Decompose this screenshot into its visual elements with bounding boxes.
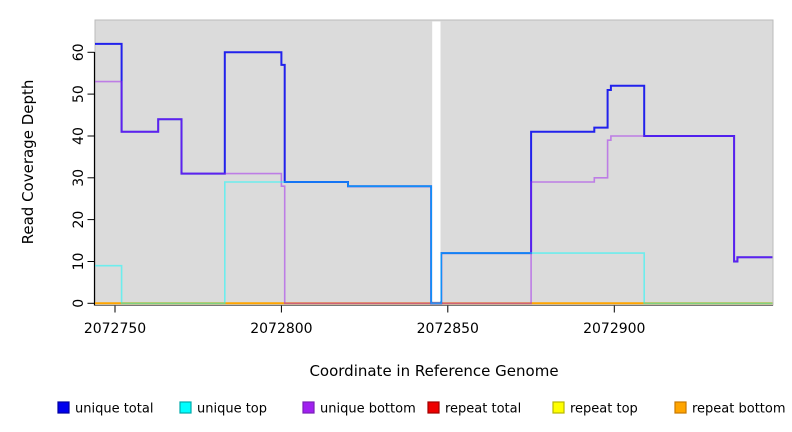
y-axis-ticks: 0 10 20 30 40 50 60 xyxy=(71,43,95,308)
legend-label-unique-top: unique top xyxy=(197,402,267,417)
legend-label-repeat-total: repeat total xyxy=(445,402,521,417)
y-tick-label: 50 xyxy=(71,85,87,103)
legend-label-repeat-bottom: repeat bottom xyxy=(692,402,786,417)
x-axis-title: Coordinate in Reference Genome xyxy=(309,362,558,380)
y-tick-label: 10 xyxy=(71,253,87,271)
y-tick-label: 0 xyxy=(71,299,87,308)
legend: unique total unique top unique bottom repea… xyxy=(57,401,786,417)
series-unique-top xyxy=(95,181,773,305)
legend-swatch-unique-total xyxy=(57,401,70,414)
series-unique-bottom xyxy=(95,80,773,305)
x-tick-label: 2072900 xyxy=(583,321,645,337)
x-tick-label: 2072850 xyxy=(417,321,479,337)
legend-label-repeat-top: repeat top xyxy=(570,402,638,417)
x-tick-label: 2072750 xyxy=(84,321,146,337)
masked-region-group xyxy=(432,21,441,302)
legend-swatch-repeat-total xyxy=(427,401,440,414)
legend-swatch-repeat-top xyxy=(552,401,565,414)
x-tick-label: 2072800 xyxy=(250,321,312,337)
y-tick-label: 20 xyxy=(71,211,87,229)
y-tick-label: 30 xyxy=(71,169,87,187)
legend-label-unique-total: unique total xyxy=(75,402,153,417)
series-group xyxy=(95,42,773,305)
y-tick-label: 40 xyxy=(71,127,87,145)
x-axis-ticks: 2072750 2072800 2072850 2072900 xyxy=(84,305,645,337)
legend-swatch-repeat-bottom xyxy=(674,401,687,414)
legend-label-unique-bottom: unique bottom xyxy=(320,402,416,417)
legend-swatch-unique-bottom xyxy=(302,401,315,414)
y-axis-title: Read Coverage Depth xyxy=(19,80,37,245)
y-tick-label: 60 xyxy=(71,43,87,61)
legend-swatch-unique-top xyxy=(179,401,192,414)
masked-region xyxy=(432,21,441,302)
